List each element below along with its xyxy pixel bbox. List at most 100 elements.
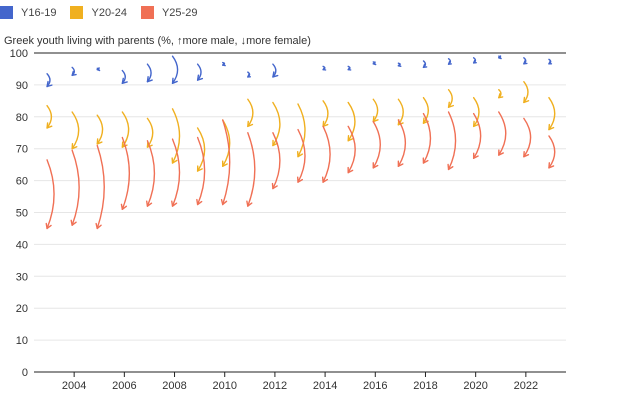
arrow-y20-24[interactable] (96, 114, 104, 145)
arrow-y25-29[interactable] (247, 132, 256, 207)
legend-item-y25-29[interactable]: Y25-29 (140, 6, 197, 19)
arrow-y25-29[interactable] (272, 132, 281, 190)
x-tick-label: 2004 (62, 380, 86, 392)
arrowhead-y25-29 (296, 176, 304, 183)
arrowhead-y25-29 (95, 222, 102, 230)
arrowhead-y20-24 (46, 122, 53, 129)
arrow-y25-29[interactable] (523, 117, 532, 158)
series-y25-29 (45, 111, 556, 230)
arrowhead-y25-29 (196, 198, 203, 206)
y-tick-label: 100 (10, 48, 28, 60)
arrowhead-y16-19 (397, 63, 402, 67)
x-tick-label: 2012 (263, 380, 287, 392)
arrowhead-y25-29 (271, 182, 278, 190)
y-tick-label: 60 (16, 176, 28, 188)
arrow-y20-24[interactable] (347, 101, 356, 142)
arrow-y20-24[interactable] (372, 98, 379, 123)
arrow-y25-29[interactable] (146, 140, 156, 207)
arrowhead-y16-19 (498, 55, 502, 60)
arrowhead-y16-19 (447, 60, 452, 65)
x-tick-label: 2018 (413, 380, 437, 392)
arrow-y16-19[interactable] (196, 63, 202, 81)
arrow-y25-29[interactable] (171, 138, 181, 207)
arrowhead-y16-19 (347, 66, 352, 71)
arrow-y25-29[interactable] (297, 128, 306, 183)
arrow-y25-29[interactable] (498, 111, 507, 156)
x-tick-label: 2006 (112, 380, 136, 392)
arrow-y25-29[interactable] (372, 120, 381, 169)
arrow-y25-29[interactable] (548, 135, 556, 169)
y-axis-ticks: 0 10 20 30 40 50 60 70 80 90 100 (10, 48, 28, 379)
y-tick-label: 40 (16, 239, 28, 251)
arrow-y20-24[interactable] (247, 98, 254, 128)
arrow-y20-24[interactable] (171, 108, 181, 164)
arrowhead-y25-29 (372, 162, 379, 169)
arrowhead-y25-29 (321, 176, 329, 183)
arrow-y20-24[interactable] (523, 81, 529, 104)
arrowhead-y16-19 (46, 80, 53, 88)
arrow-y25-29[interactable] (222, 119, 231, 206)
y-tick-label: 30 (16, 271, 28, 283)
arrow-y25-29[interactable] (322, 125, 331, 183)
arrow-y20-24[interactable] (472, 96, 480, 128)
arrowhead-y16-19 (71, 70, 77, 77)
legend-swatch-y16-19 (0, 6, 13, 19)
x-tick-label: 2008 (162, 380, 186, 392)
legend-label-y20-24: Y20-24 (91, 6, 127, 19)
legend: Y16-19 Y20-24 Y25-29 (0, 6, 211, 19)
legend-item-y20-24[interactable]: Y20-24 (70, 6, 127, 19)
arrow-y25-29[interactable] (96, 144, 105, 230)
y-axis-title: Greek youth living with parents (%, ↑mor… (4, 35, 311, 47)
arrowhead-y25-29 (171, 200, 178, 207)
arrow-y16-19[interactable] (171, 55, 179, 85)
arrowhead-y25-29 (472, 152, 479, 159)
arrow-y25-29[interactable] (46, 159, 55, 230)
arrowhead-y20-24 (422, 117, 429, 124)
arrow-y25-29[interactable] (71, 149, 80, 226)
arrow-y25-29[interactable] (397, 119, 407, 167)
arrowhead-y25-29 (347, 166, 354, 174)
y-tick-label: 70 (16, 144, 28, 156)
arrowhead-y20-24 (272, 139, 279, 147)
x-tick-label: 2022 (514, 380, 538, 392)
gridlines (34, 52, 566, 373)
legend-label-y16-19: Y16-19 (21, 6, 57, 19)
arrow-y16-19[interactable] (146, 63, 152, 83)
arrow-y20-24[interactable] (422, 96, 429, 124)
arrow-y25-29[interactable] (196, 136, 206, 206)
arrowhead-y16-19 (96, 67, 101, 72)
arrowhead-y16-19 (548, 60, 553, 65)
arrowhead-y20-24 (347, 135, 354, 142)
arrowhead-y25-29 (70, 219, 77, 226)
arrow-y20-24[interactable] (548, 96, 556, 131)
arrowhead-y25-29 (422, 157, 429, 164)
arrowhead-y16-19 (372, 61, 377, 66)
arrowhead-y25-29 (120, 203, 128, 211)
arrow-y25-29[interactable] (422, 112, 432, 164)
arrow-y20-24[interactable] (322, 100, 329, 128)
arrow-y20-24[interactable] (272, 101, 281, 147)
arrow-y25-29[interactable] (347, 125, 356, 174)
arrowhead-y20-24 (447, 101, 454, 108)
arrow-y20-24[interactable] (71, 111, 80, 150)
arrow-y25-29[interactable] (121, 136, 130, 211)
arrowhead-y20-24 (548, 123, 555, 131)
arrow-y20-24[interactable] (297, 103, 306, 158)
x-tick-label: 2014 (313, 380, 337, 392)
arrow-y25-29[interactable] (447, 111, 457, 171)
x-tick-label: 2016 (363, 380, 387, 392)
y-tick-label: 0 (22, 367, 28, 379)
arrow-y25-29[interactable] (472, 112, 482, 159)
series-y20-24 (46, 81, 556, 172)
arrow-y20-24[interactable] (447, 88, 453, 108)
y-tick-label: 90 (16, 80, 28, 92)
arrowhead-y25-29 (397, 160, 404, 167)
arrowhead-y20-24 (146, 141, 153, 148)
arrowhead-y16-19 (196, 74, 204, 81)
arrowhead-y20-24 (221, 160, 228, 167)
legend-item-y16-19[interactable]: Y16-19 (0, 6, 56, 19)
arrow-y20-24[interactable] (222, 119, 231, 167)
arrow-y20-24[interactable] (46, 104, 53, 129)
arrows-layer (45, 55, 556, 230)
arrow-y20-24[interactable] (196, 127, 206, 172)
